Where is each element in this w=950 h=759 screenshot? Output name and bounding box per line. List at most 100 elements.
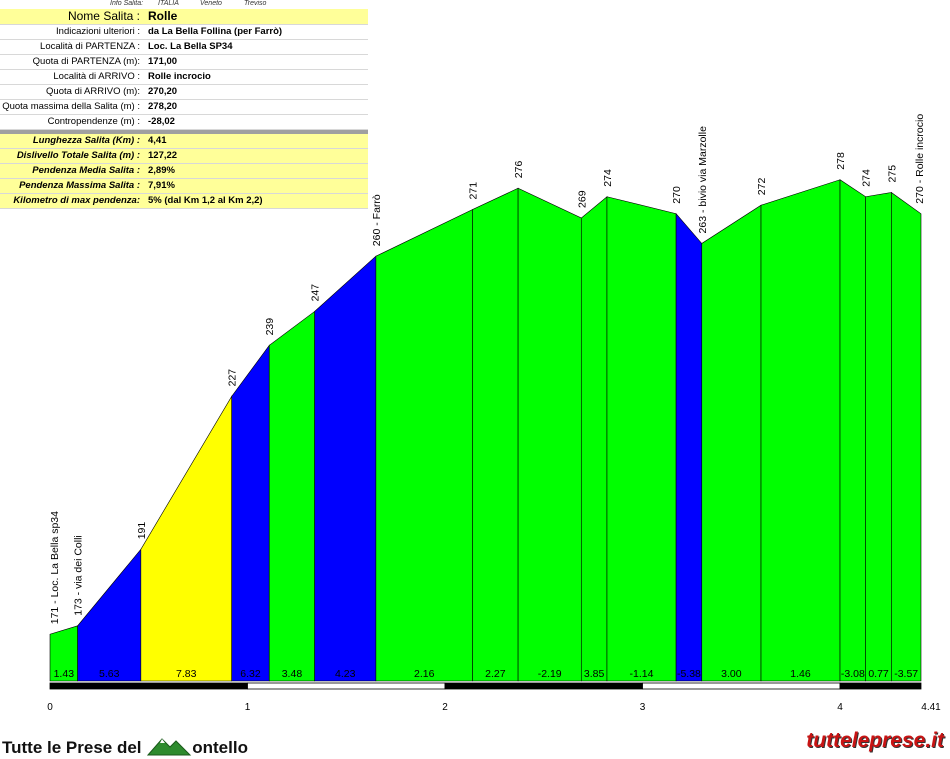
scale-segment: [839, 682, 922, 690]
mountain-icon: [147, 738, 192, 756]
profile-segments: [49, 179, 922, 682]
info-row-label: Quota di PARTENZA (m):: [32, 56, 140, 67]
info-row-value: 278,20: [148, 101, 178, 112]
info-row-label: Quota di ARRIVO (m):: [46, 86, 140, 97]
scale-segment: [247, 682, 446, 690]
scale-segment: [642, 682, 841, 690]
altitude-label: 260 - Farrò: [371, 194, 383, 246]
profile-segment: [701, 204, 762, 682]
gradient-label: 3.00: [721, 668, 742, 680]
profile-segment: [140, 395, 233, 682]
altitude-label: 271: [468, 182, 480, 200]
altitude-labels: 171 - Loc. La Bella sp34 173 - via dei Co…: [49, 114, 926, 625]
logo-text: Tutte le Prese del: [2, 738, 142, 757]
info-header: Info Salita: ITALIA Veneto Treviso: [0, 0, 368, 9]
altitude-label: 247: [310, 284, 322, 302]
altitude-label: 171 - Loc. La Bella sp34: [49, 511, 61, 624]
km-tick-label: 0: [47, 702, 53, 713]
info-row-value: da La Bella Follina (per Farrò): [148, 26, 283, 37]
km-tick-label: 1: [245, 702, 251, 713]
info-header-country: ITALIA: [158, 0, 179, 7]
altitude-label: 239: [264, 318, 276, 336]
stat-row: Pendenza Media Salita : 2,89%: [0, 164, 368, 179]
site-logo-right[interactable]: tutteleprese.it: [806, 729, 944, 752]
gradient-label: -1.14: [630, 668, 654, 680]
info-row: Località di ARRIVO : Rolle incrocio: [0, 70, 368, 85]
profile-segment: [891, 191, 922, 682]
profile-segment: [606, 196, 677, 682]
km-tick-label: 2: [442, 702, 448, 713]
altitude-label: 227: [227, 369, 239, 387]
info-row-value: -28,02: [148, 116, 175, 127]
stat-row: Lunghezza Salita (Km) : 4,41: [0, 134, 368, 149]
km-tick-label: 4: [837, 702, 843, 713]
km-tick-label: 4.41: [921, 702, 941, 713]
altitude-label: 274: [602, 169, 614, 187]
stat-row-label: Pendenza Media Salita :: [32, 165, 140, 176]
stat-row-value: 4,41: [148, 135, 167, 146]
km-tick-label: 3: [640, 702, 646, 713]
info-row: Quota di PARTENZA (m): 171,00: [0, 55, 368, 70]
profile-segment: [472, 187, 519, 682]
profile-segment: [517, 187, 582, 682]
info-row-value: Rolle: [148, 9, 178, 23]
info-row-label: Indicazioni ulteriori :: [56, 26, 140, 37]
gradient-label: 2.16: [414, 668, 435, 680]
profile-segment: [675, 212, 703, 682]
gradient-label: 5.63: [99, 668, 120, 680]
info-row-label: Quota massima della Salita (m) :: [2, 101, 140, 112]
gradient-label: 1.43: [54, 668, 75, 680]
altitude-label: 269: [576, 190, 588, 208]
gradient-label: -3.08: [841, 668, 865, 680]
info-row-value: 270,20: [148, 86, 178, 97]
gradient-label: 0.77: [868, 668, 889, 680]
altitude-label: 191: [136, 522, 148, 540]
site-logo-left: Tutte le Prese del ontello: [2, 733, 248, 758]
info-row: Località di PARTENZA : Loc. La Bella SP34: [0, 40, 368, 55]
gradient-labels: 1.43 5.63 7.83 6.32 3.48 4.23 2.16 2.27 -2.19 3.8…: [54, 668, 919, 680]
altitude-label: 275: [886, 165, 898, 183]
stat-row-value: 5% (dal Km 1,2 al Km 2,2): [148, 195, 263, 206]
info-row: Nome Salita : Rolle: [0, 9, 368, 25]
info-row: Quota di ARRIVO (m): 270,20: [0, 85, 368, 100]
gradient-label: -3.57: [894, 668, 918, 680]
km-scale-bar: [49, 682, 922, 690]
profile-segment: [314, 255, 377, 682]
info-separator: [0, 130, 368, 134]
info-row-label: Località di PARTENZA :: [40, 41, 140, 52]
info-row: Contropendenze (m) : -28,02: [0, 115, 368, 130]
altitude-label: 272: [756, 178, 768, 196]
gradient-label: 6.32: [240, 668, 261, 680]
stat-row-label: Pendenza Massima Salita :: [19, 180, 140, 191]
logo-text-suffix: ontello: [192, 738, 248, 757]
gradient-label: -5.38: [677, 668, 701, 680]
profile-segment: [231, 344, 270, 682]
stat-row-label: Lunghezza Salita (Km) :: [32, 135, 140, 146]
profile-segment: [268, 310, 315, 682]
altitude-label: 274: [861, 169, 873, 187]
climb-info-panel: Info Salita: ITALIA Veneto Treviso Nome …: [0, 0, 368, 209]
stat-row-value: 7,91%: [148, 180, 175, 191]
info-header-label: Info Salita:: [110, 0, 144, 7]
stat-row-value: 2,89%: [148, 165, 175, 176]
altitude-label: 173 - via dei Colli: [73, 535, 85, 616]
profile-segment: [839, 179, 866, 682]
stat-row: Dislivello Totale Salita (m) : 127,22: [0, 149, 368, 164]
profile-segment: [760, 179, 841, 682]
gradient-label: 3.85: [584, 668, 605, 680]
altitude-label: 276: [513, 161, 525, 179]
gradient-label: 4.23: [335, 668, 356, 680]
stat-row-label: Dislivello Totale Salita (m) :: [16, 150, 140, 161]
gradient-label: 3.48: [282, 668, 303, 680]
profile-segment: [375, 208, 473, 682]
gradient-label: 7.83: [176, 668, 197, 680]
scale-segment: [444, 682, 643, 690]
info-row: Indicazioni ulteriori : da La Bella Folli…: [0, 25, 368, 40]
scale-segment: [49, 682, 248, 690]
info-row-label: Contropendenze (m) :: [47, 116, 140, 127]
stat-row: Pendenza Massima Salita : 7,91%: [0, 179, 368, 194]
altitude-label: 278: [835, 152, 847, 170]
stat-row: Kilometro di max pendenza: 5% (dal Km 1,2…: [0, 194, 368, 209]
altitude-label: 270 - Rolle incrocio: [914, 114, 926, 204]
